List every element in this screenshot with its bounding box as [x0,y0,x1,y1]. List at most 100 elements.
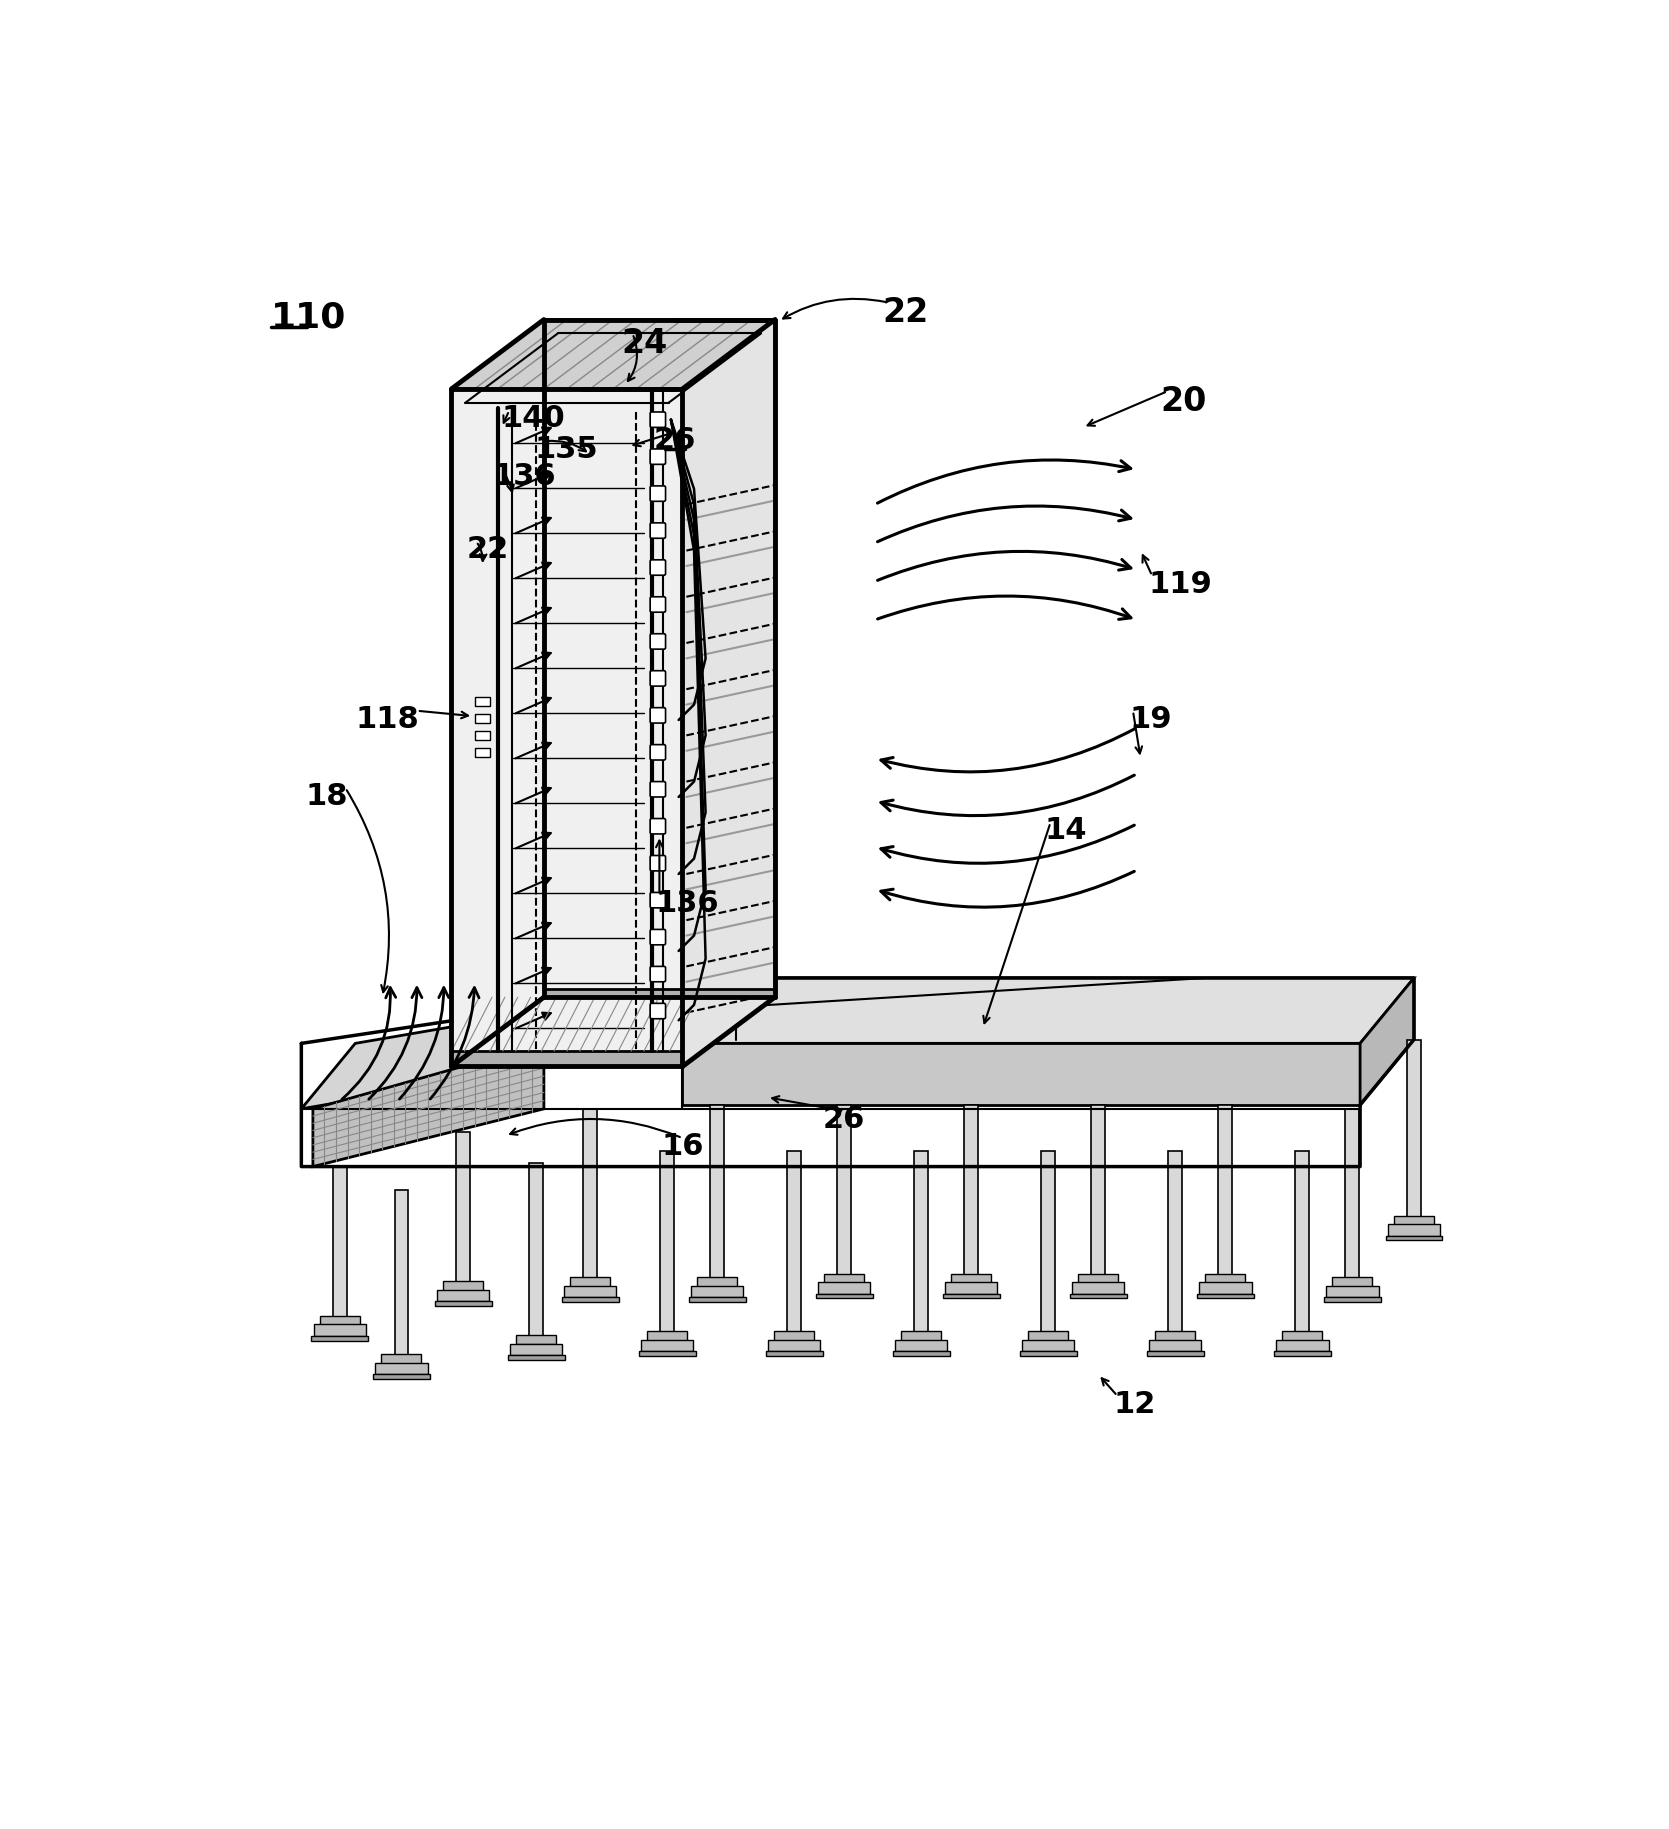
Bar [1070,1293,1127,1299]
Bar [698,1277,738,1286]
Bar [1021,1341,1075,1352]
Text: 110: 110 [270,300,345,335]
Bar [893,1352,950,1355]
Bar [788,1150,801,1335]
Polygon shape [683,979,1414,1043]
Bar [1198,1282,1252,1293]
Polygon shape [452,320,774,390]
Polygon shape [544,989,774,997]
Bar [1324,1297,1380,1302]
Bar [689,1297,746,1302]
Bar [1092,1105,1105,1278]
Bar [1071,1282,1125,1293]
FancyBboxPatch shape [651,856,666,871]
FancyBboxPatch shape [651,633,666,649]
Bar [437,1289,489,1300]
Bar [838,1105,851,1278]
Bar [1218,1105,1232,1278]
Bar [442,1282,482,1291]
Bar [1020,1352,1077,1355]
Bar [1327,1286,1379,1297]
Polygon shape [1360,979,1414,1105]
Bar [1205,1273,1245,1282]
Bar [1394,1216,1434,1225]
Bar [1295,1150,1308,1335]
FancyBboxPatch shape [651,819,666,834]
Bar [1028,1332,1068,1341]
Bar [901,1332,941,1341]
FancyBboxPatch shape [651,966,666,982]
Text: 14: 14 [1045,816,1087,845]
Bar [965,1105,978,1278]
Polygon shape [452,390,683,1066]
Bar [571,1277,611,1286]
Text: 20: 20 [1160,386,1207,419]
Bar [474,748,491,757]
FancyBboxPatch shape [651,596,666,613]
Bar [1168,1150,1182,1335]
Bar [394,1189,409,1359]
Bar [1385,1236,1442,1240]
Bar [766,1352,823,1355]
Text: 22: 22 [467,536,509,563]
Polygon shape [312,1043,544,1167]
Bar [376,1363,427,1374]
Bar [372,1374,431,1379]
Polygon shape [302,979,736,1108]
FancyBboxPatch shape [651,671,666,686]
Bar [456,1132,471,1286]
FancyBboxPatch shape [651,523,666,538]
FancyBboxPatch shape [651,1004,666,1019]
Bar [951,1273,991,1282]
Bar [895,1341,948,1352]
Bar [434,1300,492,1306]
Bar [474,732,491,741]
Bar [1277,1341,1329,1352]
Bar [1078,1273,1118,1282]
Bar [582,1108,598,1282]
FancyBboxPatch shape [651,708,666,722]
Bar [774,1332,814,1341]
Bar [648,1332,688,1341]
Bar [507,1355,564,1359]
Bar [561,1297,619,1302]
Polygon shape [452,1052,683,1066]
FancyBboxPatch shape [651,781,666,797]
Bar [818,1282,870,1293]
Bar [529,1163,542,1341]
Bar [691,1286,743,1297]
Bar [711,1105,724,1282]
Bar [474,713,491,722]
Text: 135: 135 [534,435,598,465]
Polygon shape [683,320,774,1066]
Polygon shape [683,1043,1360,1105]
Bar [382,1355,422,1364]
Bar [1345,1108,1359,1282]
Bar [1197,1293,1253,1299]
Bar [474,697,491,706]
Text: 12: 12 [1113,1390,1157,1419]
FancyBboxPatch shape [651,448,666,465]
Text: 26: 26 [654,426,696,455]
Bar [564,1286,616,1297]
FancyBboxPatch shape [651,560,666,574]
Bar [314,1324,366,1335]
Bar [1389,1224,1440,1236]
Bar [320,1315,361,1326]
Text: 26: 26 [823,1105,866,1134]
Bar [511,1344,562,1355]
Text: 136: 136 [656,889,719,918]
Text: 136: 136 [492,463,556,490]
Bar [824,1273,865,1282]
Bar [1407,1039,1420,1220]
Bar [639,1352,696,1355]
Bar [816,1293,873,1299]
Text: 24: 24 [621,327,668,360]
Bar [1332,1277,1372,1286]
Text: 119: 119 [1148,571,1212,598]
Text: 19: 19 [1130,704,1172,733]
Bar [768,1341,821,1352]
Text: 16: 16 [661,1132,704,1161]
Bar [1282,1332,1322,1341]
Polygon shape [544,320,774,997]
